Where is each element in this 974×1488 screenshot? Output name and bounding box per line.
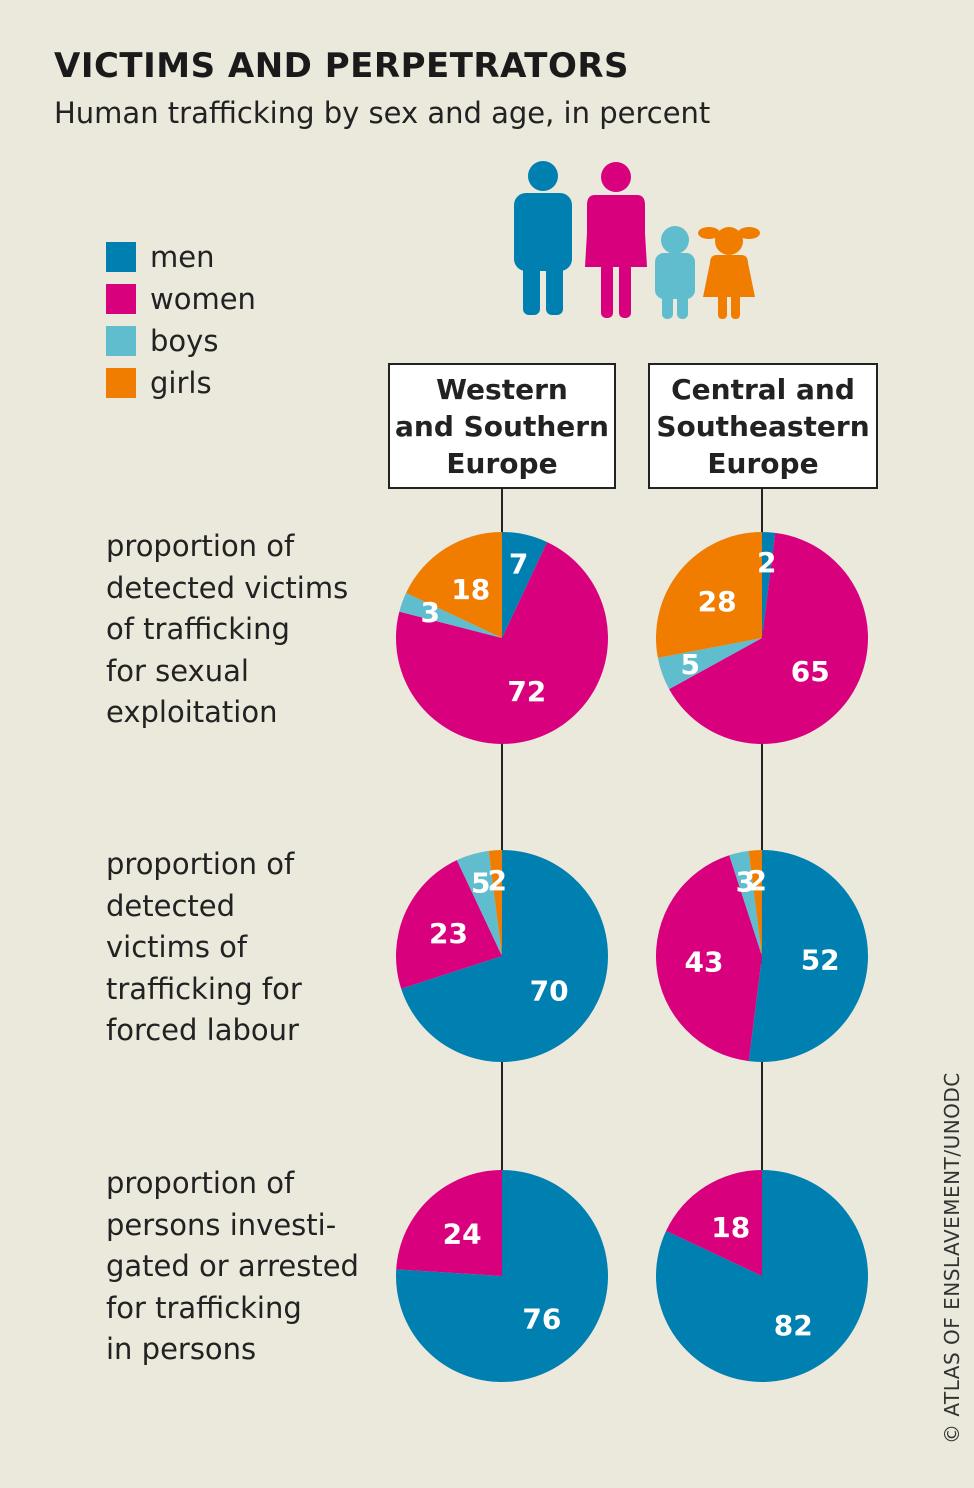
data-label-women: 24: [443, 1218, 482, 1251]
data-label-men: 2: [757, 546, 776, 579]
row-label-perpetrators: proportion of persons investi- gated or …: [106, 1166, 359, 1366]
data-label-girls: 2: [747, 864, 766, 897]
data-label-women: 18: [711, 1211, 750, 1244]
page-subtitle: Human trafficking by sex and age, in per…: [54, 96, 711, 130]
legend-swatch-boys: [106, 326, 136, 356]
data-label-boys: 3: [420, 596, 439, 629]
legend-item-men: men: [106, 236, 256, 278]
pie-slice-women: [395, 542, 608, 744]
woman-figure-icon: [585, 162, 647, 318]
boy-figure-icon: [655, 226, 695, 319]
data-label-men: 52: [801, 944, 840, 977]
pie-slice-women: [666, 1170, 762, 1276]
data-label-boys: 3: [736, 866, 755, 899]
pie-slice-men: [748, 850, 868, 1062]
data-label-girls: 2: [487, 864, 506, 897]
legend-item-girls: girls: [106, 362, 256, 404]
man-figure-icon: [514, 161, 572, 315]
row-label-forced-labour: proportion of detected victims of traffi…: [106, 847, 302, 1047]
pie-slice-men: [656, 1170, 869, 1383]
pie-slice-boys: [729, 850, 762, 956]
data-label-men: 7: [509, 548, 528, 581]
pie-slice-women: [396, 860, 502, 989]
pie-slice-boys: [657, 638, 762, 690]
data-label-men: 70: [530, 974, 569, 1007]
pie-slice-boys: [399, 592, 502, 638]
data-label-women: 72: [507, 675, 546, 708]
legend-item-boys: boys: [106, 320, 256, 362]
row-label-sexual-exploitation: proportion of detected victims of traffi…: [106, 529, 349, 729]
pie-slice-men: [502, 532, 548, 638]
pie-slice-girls: [748, 850, 762, 956]
legend-label-boys: boys: [150, 324, 219, 358]
pie-slice-boys: [456, 850, 502, 956]
pie-slice-women: [655, 855, 762, 1062]
legend-item-women: women: [106, 278, 256, 320]
data-label-women: 23: [429, 917, 468, 950]
pie-slice-men: [401, 850, 609, 1062]
data-label-men: 82: [774, 1309, 813, 1342]
legend-swatch-women: [106, 284, 136, 314]
legend-swatch-men: [106, 242, 136, 272]
data-label-boys: 5: [471, 867, 490, 900]
data-label-women: 43: [684, 945, 723, 978]
pie-slice-girls: [406, 532, 502, 638]
data-label-men: 76: [522, 1302, 561, 1335]
pie-slice-women: [396, 1170, 502, 1276]
pie-slice-girls: [488, 850, 502, 956]
data-label-girls: 28: [698, 585, 737, 618]
legend-label-girls: girls: [150, 366, 212, 400]
credit: © ATLAS OF ENSLAVEMENT/UNODC: [940, 1072, 964, 1444]
pie-slice-girls: [656, 532, 762, 658]
column-header-central-southeastern-europe: Central and Southeastern Europe: [648, 363, 878, 489]
data-label-women: 65: [791, 655, 830, 688]
legend: men women boys girls: [106, 236, 256, 404]
page-title: VICTIMS AND PERPETRATORS: [54, 46, 630, 86]
data-label-girls: 18: [451, 573, 490, 606]
column-header-western-southern-europe: Western and Southern Europe: [388, 363, 616, 489]
legend-swatch-girls: [106, 368, 136, 398]
pie-slice-men: [762, 532, 776, 638]
data-label-boys: 5: [680, 648, 699, 681]
legend-label-men: men: [150, 240, 215, 274]
pie-slice-women: [669, 532, 868, 744]
family-figures-icon: [514, 161, 760, 319]
girl-figure-icon: [698, 227, 760, 319]
legend-label-women: women: [150, 282, 256, 316]
